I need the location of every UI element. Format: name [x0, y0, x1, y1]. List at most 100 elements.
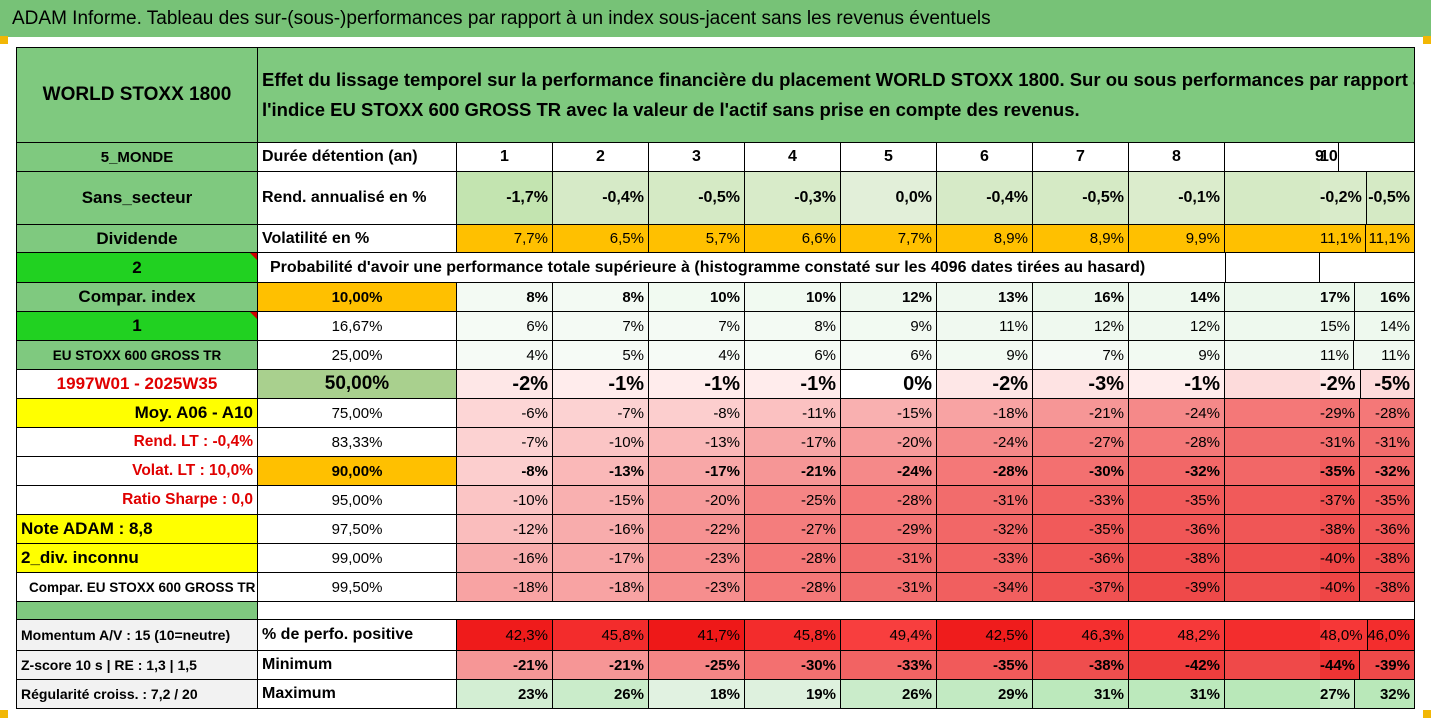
perf-value: 5% [553, 341, 649, 370]
perf-value: -1% [553, 370, 649, 399]
maximum-value: 29% [937, 680, 1033, 709]
perf-value: -20% [649, 486, 745, 515]
percentile-label: 95,00% [258, 486, 457, 515]
report-title: ADAM Informe. Tableau des sur-(sous-)per… [0, 0, 1431, 37]
perf-value: -17% [745, 428, 841, 457]
volat-lt-label: Volat. LT : 10,0% [16, 457, 258, 486]
maximum-value: 23% [457, 680, 553, 709]
blank-cell [1320, 253, 1415, 283]
perf-value: -2% [1320, 370, 1361, 399]
perf-value: -37% [1320, 486, 1361, 515]
perf-value: 12% [1033, 312, 1129, 341]
perf-value: -30% [1033, 457, 1129, 486]
maximum-value: 31% [1033, 680, 1129, 709]
maximum-value: 31% [1129, 680, 1225, 709]
perf-value: -39% [1129, 573, 1225, 602]
minimum-value: -25% [649, 651, 745, 680]
selection-handle-bottom-right [1423, 710, 1431, 718]
perf-value: -18% [937, 399, 1033, 428]
perf-value: -40% [1320, 544, 1361, 573]
maximum-value: 26% [841, 680, 937, 709]
regularity-label: Régularité croiss. : 7,2 / 20 [16, 680, 258, 709]
perf-value: -31% [841, 573, 937, 602]
perf-value: 9% [1129, 341, 1225, 370]
perf-value: 0% [841, 370, 937, 399]
compar-full-label: Compar. EU STOXX 600 GROSS TR [16, 573, 258, 602]
perf-value: -25% [745, 486, 841, 515]
perf-value: -38% [1320, 515, 1361, 544]
year-header: 6 [937, 143, 1033, 172]
rend-value: -0,4% [937, 172, 1033, 225]
perf-value: -32% [1129, 457, 1225, 486]
rend-lt-label: Rend. LT : -0,4% [16, 428, 258, 457]
perf-value: 11% [937, 312, 1033, 341]
perf-value: -3% [1033, 370, 1129, 399]
selection-handle-left [0, 36, 8, 44]
percentile-label: 10,00% [258, 283, 457, 312]
perf-value: 6% [745, 341, 841, 370]
perf-value: -28% [745, 544, 841, 573]
perf-value: 8% [457, 283, 553, 312]
asset-description: Effet du lissage temporel sur la perform… [258, 47, 1415, 143]
perf-value: -2% [457, 370, 553, 399]
percentile-label: 83,33% [258, 428, 457, 457]
perf-value: 11% [1320, 341, 1354, 370]
perf-value: 10% [745, 283, 841, 312]
perf-value: -15% [553, 486, 649, 515]
perf-value: 4% [649, 341, 745, 370]
perf-value: -27% [1033, 428, 1129, 457]
perf-value: -13% [553, 457, 649, 486]
volat-label: Volatilité en % [258, 225, 457, 253]
period-label: 1997W01 - 2025W35 [16, 370, 258, 399]
perf-value: -36% [1033, 544, 1129, 573]
rend-value: 0,0% [841, 172, 937, 225]
percentile-label: 50,00% [258, 370, 457, 399]
perf-value: -24% [1129, 399, 1225, 428]
minimum-label: Minimum [258, 651, 457, 680]
positive-perf-value: 45,8% [745, 620, 841, 651]
perf-value: -23% [649, 573, 745, 602]
minimum-value: -35% [937, 651, 1033, 680]
perf-value: -28% [1129, 428, 1225, 457]
perf-value: 7% [553, 312, 649, 341]
volat-value: 5,7% [649, 225, 745, 253]
perf-value: -27% [745, 515, 841, 544]
average-label: Moy. A06 - A10 [16, 399, 258, 428]
perf-value: -38% [1129, 544, 1225, 573]
rend-value: -0,4% [553, 172, 649, 225]
positive-perf-value: 45,8% [553, 620, 649, 651]
asset-name: WORLD STOXX 1800 [16, 47, 258, 143]
year-header: 5 [841, 143, 937, 172]
perf-value: -8% [457, 457, 553, 486]
year-header: 2 [553, 143, 649, 172]
div-status-label: 2_div. inconnu [16, 544, 258, 573]
positive-perf-value: 48,0% [1320, 620, 1368, 651]
positive-perf-value: 42,3% [457, 620, 553, 651]
perf-value: 12% [841, 283, 937, 312]
perf-value: -11% [745, 399, 841, 428]
year-header: 3 [649, 143, 745, 172]
minimum-value: -30% [745, 651, 841, 680]
perf-value: -34% [937, 573, 1033, 602]
spacer-green [16, 602, 258, 620]
perf-value: -7% [457, 428, 553, 457]
rend-value: -0,1% [1129, 172, 1225, 225]
positive-perf-value: 48,2% [1129, 620, 1225, 651]
description-line-1: Effet du lissage temporel sur la perform… [262, 69, 1415, 90]
perf-value: -28% [745, 573, 841, 602]
minimum-value: -42% [1129, 651, 1225, 680]
percentile-label: 90,00% [258, 457, 457, 486]
note-adam-label: Note ADAM : 8,8 [16, 515, 258, 544]
perf-value: -1% [1129, 370, 1225, 399]
perf-value: -2% [937, 370, 1033, 399]
perf-value: 17% [1320, 283, 1356, 312]
perf-value: 16% [1033, 283, 1129, 312]
rend-value: -1,7% [457, 172, 553, 225]
percentile-label: 99,00% [258, 544, 457, 573]
minimum-value: -38% [1033, 651, 1129, 680]
volat-value: 7,7% [457, 225, 553, 253]
perf-value: -17% [649, 457, 745, 486]
volat-value: 8,9% [1033, 225, 1129, 253]
perf-value: -16% [553, 515, 649, 544]
perf-value: 13% [937, 283, 1033, 312]
